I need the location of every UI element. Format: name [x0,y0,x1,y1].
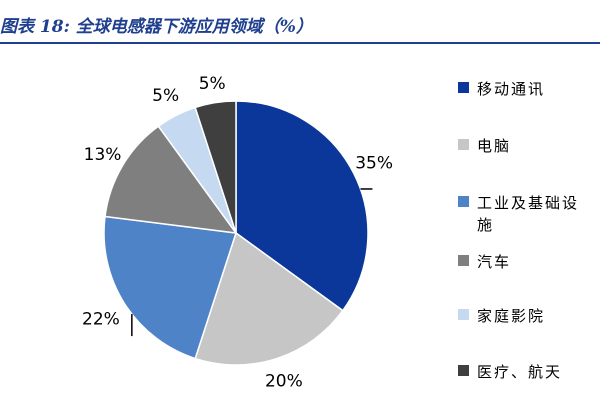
legend-swatch [458,82,469,93]
legend-item: 医疗、航天 [458,361,592,383]
legend-label: 移动通讯 [477,80,546,98]
pie-chart: 35% 20% 22% 13% 5% 5% [82,74,393,392]
legend-label: 电脑 [477,137,512,155]
header-divider [0,42,600,44]
pie-slice [235,100,369,312]
pie-slice [103,215,237,360]
legend-item: 家庭影院 [458,305,592,327]
legend-swatch [458,255,469,266]
data-label: 35% [355,154,393,174]
legend-item: 工业及基础设施 [458,192,592,236]
legend-label: 家庭影院 [477,307,546,325]
data-label: 5% [152,86,179,106]
legend-swatch [458,309,469,320]
pie-slice [104,125,238,234]
legend-swatch [458,196,469,207]
legend-swatch [458,365,469,376]
pie-slice [194,100,237,234]
data-label: 5% [199,74,226,94]
data-label: 22% [82,310,120,330]
legend-item: 移动通讯 [458,78,592,100]
data-label: 20% [265,371,303,391]
legend-label: 汽车 [477,253,512,271]
legend-swatch [458,139,469,150]
legend-item: 电脑 [458,135,592,157]
chart-header: 图表 18: 全球电感器下游应用领域（%） [0,0,600,44]
legend-label: 医疗、航天 [477,363,563,381]
legend-item: 汽车 [458,251,592,273]
data-label: 13% [84,145,122,165]
legend-label: 工业及基础设施 [477,194,580,234]
chart-title: 图表 18: 全球电感器下游应用领域（%） [0,17,313,37]
pie-slice [194,231,344,366]
